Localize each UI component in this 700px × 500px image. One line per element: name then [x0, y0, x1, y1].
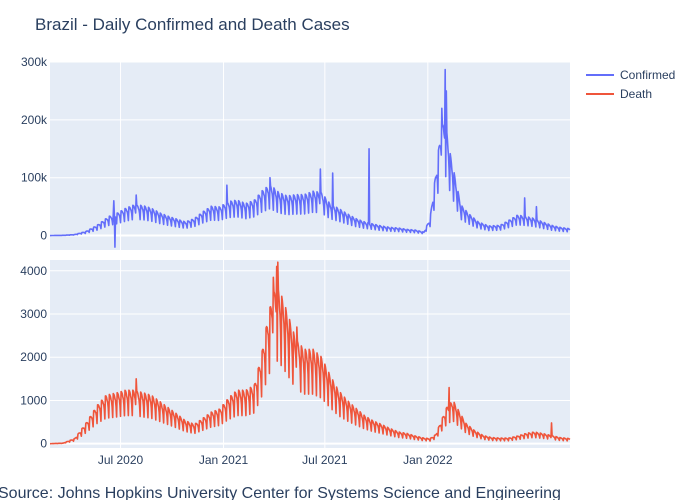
y-tick-label: 1000	[20, 393, 47, 407]
plot-area-confirmed	[50, 62, 570, 250]
y-tick-label: 0	[40, 437, 47, 451]
y-tick-label: 200k	[21, 113, 48, 127]
legend[interactable]: Confirmed Death	[586, 68, 675, 101]
x-tick-label: Jul 2021	[302, 453, 348, 467]
panel-death: 0 1000 2000 3000 4000	[20, 260, 571, 451]
legend-label-death: Death	[620, 87, 652, 101]
x-tick-label: Jan 2021	[199, 453, 249, 467]
x-tick-label: Jul 2020	[98, 453, 144, 467]
y-tick-label: 300k	[21, 55, 48, 69]
y-axis-death: 0 1000 2000 3000 4000	[20, 264, 47, 451]
series-line-death	[49, 261, 571, 445]
y-tick-label: 0	[40, 229, 47, 243]
panel-confirmed: 0 100k 200k 300k	[21, 55, 571, 250]
gridlines-confirmed	[50, 61, 570, 250]
x-tick-label: Jan 2022	[403, 453, 453, 467]
series-line-confirmed	[49, 68, 571, 248]
legend-item-confirmed[interactable]: Confirmed	[586, 68, 675, 82]
legend-item-death[interactable]: Death	[586, 87, 652, 101]
legend-label-confirmed: Confirmed	[620, 68, 675, 82]
chart-title: Brazil - Daily Confirmed and Death Cases	[35, 15, 350, 34]
source-annotation: Source: Johns Hopkins University Center …	[0, 485, 561, 500]
y-tick-label: 3000	[20, 307, 47, 321]
y-tick-label: 100k	[21, 171, 48, 185]
x-axis: Jul 2020 Jan 2021 Jul 2021 Jan 2022	[98, 453, 453, 467]
y-tick-label: 4000	[20, 264, 47, 278]
y-axis-confirmed: 0 100k 200k 300k	[21, 55, 48, 243]
y-tick-label: 2000	[20, 350, 47, 364]
